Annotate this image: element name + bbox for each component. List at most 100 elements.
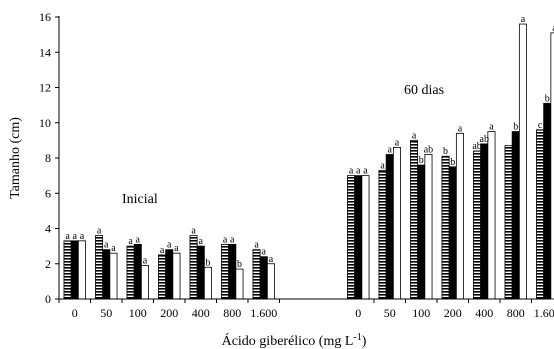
bar: [385, 154, 394, 300]
significance-letter: a: [412, 130, 417, 141]
significance-letter: a: [191, 226, 196, 237]
significance-letter: b: [450, 157, 455, 168]
bar: [550, 32, 554, 300]
significance-letter: a: [395, 137, 400, 148]
bar: [455, 132, 464, 300]
x-tick-label: 50: [384, 306, 396, 320]
bar: [109, 252, 118, 300]
y-tick-label: 8: [45, 151, 51, 165]
significance-letter: a: [388, 144, 393, 155]
x-tick-label: 100: [412, 306, 430, 320]
x-tick-label: 800: [223, 306, 241, 320]
significance-letter: a: [262, 247, 267, 258]
significance-letter: a: [167, 240, 172, 251]
y-tick-label: 10: [39, 116, 51, 130]
x-tick-label: 400: [192, 306, 210, 320]
significance-letter: a: [254, 240, 259, 251]
significance-letter: a: [230, 234, 235, 245]
bar: [133, 243, 142, 300]
x-tick-label: 1.600: [534, 306, 554, 320]
y-tick-label: 2: [45, 257, 51, 271]
x-axis-label: Ácido giberélico (mg L-1): [222, 332, 367, 349]
bar: [259, 256, 268, 300]
bar: [63, 240, 72, 300]
x-tick-label: 200: [444, 306, 462, 320]
y-tick-label: 16: [39, 10, 51, 24]
significance-letter: a: [356, 166, 361, 177]
bar: [536, 129, 545, 300]
significance-letter: a: [136, 234, 141, 245]
bar: [511, 131, 520, 300]
significance-letter: ab: [480, 134, 489, 145]
bar: [347, 175, 356, 300]
significance-letter: a: [363, 166, 368, 177]
y-tick-label: 14: [39, 45, 51, 59]
bar: [235, 268, 244, 300]
bar: [518, 23, 527, 300]
bar: [410, 139, 419, 300]
bar: [392, 147, 401, 300]
bar: [95, 235, 104, 300]
bar: [196, 245, 205, 300]
significance-letter: b: [419, 155, 424, 166]
significance-letter: b: [545, 93, 550, 104]
significance-letter: a: [458, 123, 463, 134]
y-tick-label: 12: [39, 81, 51, 95]
significance-letter: ab: [424, 144, 433, 155]
significance-letter: a: [552, 23, 554, 34]
bar: [378, 169, 387, 300]
significance-letter: b: [205, 257, 210, 268]
bar: [203, 266, 212, 300]
significance-letter: a: [174, 243, 179, 254]
bar: [448, 166, 457, 300]
x-tick-label: 400: [475, 306, 493, 320]
significance-letter: a: [269, 254, 274, 265]
significance-letter: a: [97, 226, 102, 237]
bar: [361, 175, 370, 300]
significance-letter: c: [538, 120, 543, 131]
bar: [543, 102, 552, 300]
x-tick-label: 200: [160, 306, 178, 320]
group-label-inicial: Inicial: [122, 192, 158, 207]
significance-letter: a: [73, 231, 78, 242]
bar: [221, 243, 230, 300]
significance-letter: a: [143, 256, 148, 267]
significance-letter: b: [513, 122, 518, 133]
significance-letter: a: [111, 243, 116, 254]
bar: [102, 249, 111, 300]
bar: [189, 235, 198, 300]
bars-layer: [63, 23, 554, 300]
bar: [165, 249, 174, 300]
significance-letter: a: [160, 245, 165, 256]
significance-letter: a: [199, 236, 204, 247]
significance-letter: a: [80, 231, 85, 242]
significance-letter: ab: [472, 141, 481, 152]
bar: [354, 175, 363, 300]
axes-layer: [55, 16, 549, 303]
bar: [417, 164, 426, 300]
bar: [228, 243, 237, 300]
significance-letter: a: [128, 236, 133, 247]
bar: [504, 145, 513, 300]
significance-letter: a: [223, 234, 228, 245]
x-tick-label: 50: [100, 306, 112, 320]
x-tick-label: 100: [129, 306, 147, 320]
significance-letter: b: [443, 146, 448, 157]
y-tick-label: 4: [45, 222, 51, 236]
bar: [441, 155, 450, 300]
x-tick-label: 0: [72, 306, 78, 320]
significance-letter: a: [489, 122, 494, 133]
y-tick-label: 0: [45, 292, 51, 306]
x-tick-label: 0: [355, 306, 361, 320]
significance-letter: a: [65, 231, 70, 242]
significance-letter: a: [380, 160, 385, 171]
x-tick-label: 1.600: [250, 306, 277, 320]
bar: [487, 131, 496, 300]
x-tick-label: 800: [507, 306, 525, 320]
bar: [126, 245, 135, 300]
y-axis-label: Tamanho (cm): [8, 117, 23, 199]
significance-letter: b: [237, 259, 242, 270]
significance-letter: a: [349, 166, 354, 177]
bar: [172, 252, 181, 300]
